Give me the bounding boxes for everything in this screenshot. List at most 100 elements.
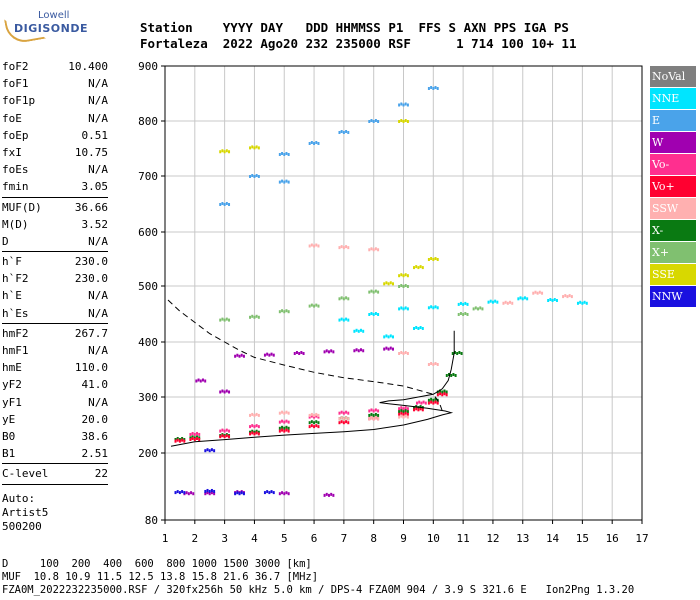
echo-point (400, 102, 403, 106)
echo-point (187, 492, 190, 496)
echo-point (196, 431, 199, 435)
echo-point (347, 318, 350, 322)
echo-point (313, 413, 316, 417)
echo-point (310, 141, 313, 144)
param-row: foF1p N/A (2, 92, 108, 109)
echo-point (338, 318, 341, 322)
echo-point (255, 145, 258, 149)
echo-point (445, 374, 448, 377)
echo-point (225, 149, 228, 153)
echo-point (208, 489, 211, 493)
echo-point (315, 141, 318, 144)
echo-point (196, 435, 199, 439)
legend-item: NoVal (650, 66, 696, 87)
footer-distance-line: D 100 200 400 600 800 1000 1500 3000 [km… (2, 558, 312, 570)
echo-point (317, 413, 320, 417)
param-separator (2, 251, 108, 253)
echo-point (413, 406, 416, 410)
echo-point (404, 409, 407, 412)
echo-point (402, 285, 405, 288)
echo-point (398, 285, 401, 288)
echo-point (434, 257, 437, 260)
echo-point (190, 491, 193, 495)
echo-point (287, 153, 290, 156)
legend-item: SSW (650, 198, 696, 219)
echo-point (238, 354, 241, 358)
echo-point (419, 407, 422, 411)
echo-point (402, 274, 405, 278)
echo-point (419, 265, 422, 269)
echo-point (413, 408, 416, 412)
echo-point (377, 417, 380, 421)
echo-point (398, 410, 401, 413)
param-row: B0 38.6 (2, 428, 108, 445)
echo-point (406, 307, 409, 311)
echo-point (347, 297, 350, 301)
echo-point (308, 415, 311, 419)
echo-point (398, 407, 401, 411)
echo-point (434, 305, 437, 309)
echo-point (402, 412, 405, 416)
param-value: 230.0 (74, 255, 108, 269)
echo-point (406, 412, 409, 416)
echo-point (370, 312, 373, 315)
echo-point (266, 352, 269, 356)
echo-point (427, 87, 430, 90)
echo-point (223, 318, 226, 322)
echo-point (249, 175, 252, 178)
echo-point (281, 491, 284, 495)
echo-point (374, 412, 377, 416)
param-row: foEp 0.51 (2, 127, 108, 144)
echo-point (225, 428, 228, 432)
param-row: foEs N/A (2, 161, 108, 178)
echo-point (193, 438, 196, 441)
echo-point (436, 306, 439, 310)
echo-point (251, 431, 254, 435)
ionogram-plot: 1 2 3 4 5 6 7 8 9 10 11 12 13 14 15 16 17802003004005006… (138, 60, 649, 545)
param-value: N/A (88, 306, 108, 320)
echo-point (219, 203, 222, 206)
logo-line1: Lowell (38, 10, 70, 21)
echo-point (181, 437, 184, 440)
x-tick-label: 8 (370, 532, 377, 545)
echo-point (372, 120, 375, 123)
echo-point (398, 412, 401, 416)
echo-point (255, 412, 258, 416)
echo-point (370, 119, 373, 122)
echo-point (253, 315, 256, 319)
echo-point (377, 409, 380, 413)
echo-point (532, 291, 535, 295)
echo-point (385, 346, 388, 350)
echo-point (477, 307, 480, 311)
echo-point (281, 179, 284, 183)
echo-point (285, 410, 288, 414)
echo-point (240, 491, 243, 495)
polarization-legend: NoVal NNE E W Vo- Vo+ SSW X- X+ SSE NNW (650, 66, 696, 308)
echo-point (285, 491, 288, 495)
echo-point (191, 437, 194, 440)
echo-point (313, 415, 316, 419)
echo-point (176, 437, 179, 440)
echo-point (228, 150, 231, 154)
echo-point (424, 401, 427, 405)
MUF-curve (167, 299, 443, 412)
echo-point (219, 429, 222, 433)
param-label: B0 (2, 429, 16, 443)
echo-point (452, 373, 455, 376)
echo-point (278, 420, 281, 424)
header-row2: Fortaleza 2022 Ago20 232 235000 RSF 1 71… (140, 36, 577, 51)
echo-point (372, 313, 375, 316)
y-tick-label: 500 (138, 280, 158, 293)
echo-point (208, 449, 211, 453)
echo-point (555, 299, 558, 302)
echo-point (430, 400, 433, 404)
echo-point (481, 307, 484, 311)
echo-point (434, 362, 437, 365)
param-row: yF1 N/A (2, 394, 108, 411)
echo-point (249, 425, 252, 429)
echo-point (206, 488, 209, 492)
x-tick-label: 4 (251, 532, 258, 545)
echo-point (225, 317, 228, 321)
echo-point (213, 492, 216, 496)
echo-point (342, 318, 345, 322)
